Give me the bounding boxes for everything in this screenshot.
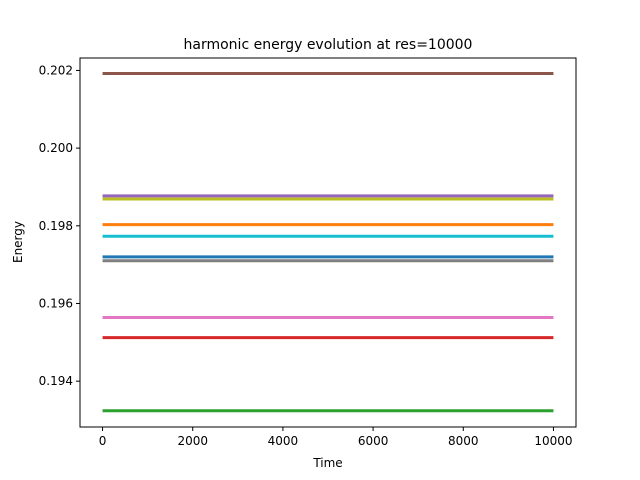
plot-frame [79,57,577,428]
x-tick-label: 2000 [177,434,208,448]
y-axis-label: Energy [11,221,25,263]
y-tick-label: 0.196 [39,296,73,310]
x-axis-label: Time [312,456,342,470]
y-tick-label: 0.202 [39,63,73,77]
y-tick-label: 0.194 [39,374,73,388]
x-axis: 0 2000 4000 6000 8000 10000 [99,427,573,448]
y-tick-label: 0.198 [39,219,73,233]
x-tick-label: 4000 [268,434,299,448]
x-tick-label: 8000 [448,434,479,448]
x-tick-label: 0 [99,434,107,448]
x-tick-label: 10000 [534,434,572,448]
y-tick-label: 0.200 [39,141,73,155]
x-tick-label: 6000 [358,434,389,448]
y-axis: 0.194 0.196 0.198 0.200 0.202 [39,63,80,388]
series-layer [102,72,554,413]
chart-title: harmonic energy evolution at res=10000 [184,37,473,53]
